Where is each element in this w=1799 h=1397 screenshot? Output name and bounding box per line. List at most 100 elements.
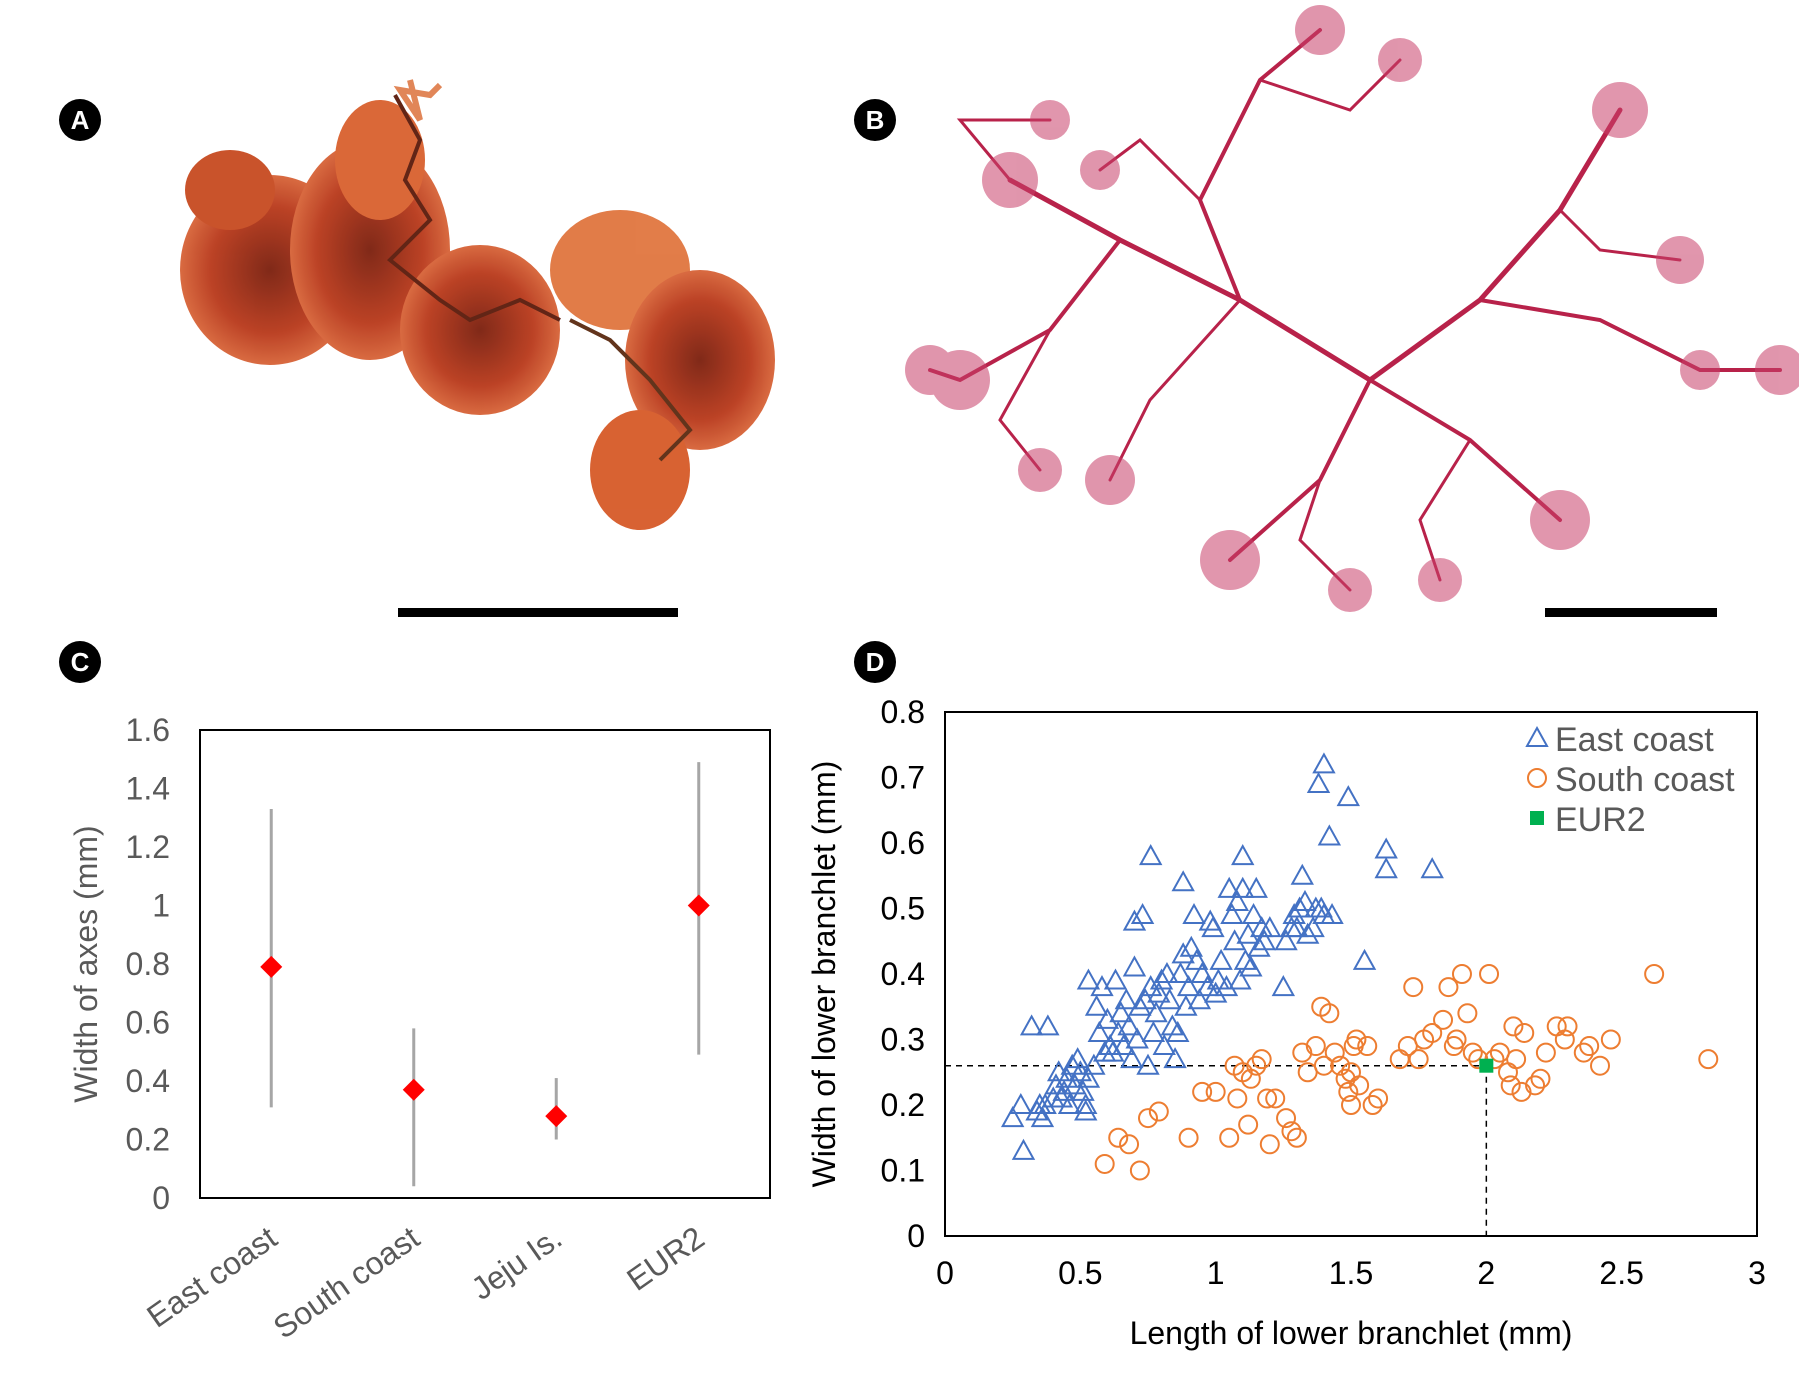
chart-d-point-circle [1219, 1127, 1240, 1148]
legend-marker-circle [1527, 768, 1547, 788]
chart-d-point-circle [1251, 1049, 1272, 1070]
chart-d-point-circle [1292, 1042, 1313, 1063]
chart-d-xtick-label: 3 [1748, 1255, 1766, 1291]
chart-d-ytick-label: 0.1 [881, 1153, 925, 1189]
scale-bar-b [1545, 608, 1717, 617]
chart-d-point-circle [1227, 1088, 1248, 1109]
chart-c-point [687, 894, 710, 917]
chart-d-point-circle [1500, 1075, 1521, 1096]
chart-c-ytick-label: 0.2 [126, 1122, 170, 1158]
panel-d-label: D [866, 647, 885, 677]
chart-d-point-triangle [1147, 981, 1171, 1003]
chart-d-point-triangle [1139, 975, 1163, 997]
chart-d-point-triangle [1074, 1092, 1098, 1114]
chart-d-point-triangle [1125, 1027, 1149, 1049]
chart-d-point-circle [1698, 1049, 1719, 1070]
chart-d-point-triangle [1076, 968, 1101, 990]
chart-d-point-circle [1446, 1029, 1467, 1050]
chart-d-point-triangle [1019, 1014, 1044, 1036]
chart-d-point-triangle [1117, 1014, 1141, 1036]
chart-c-point [402, 1078, 425, 1101]
panel-c-badge [59, 641, 101, 683]
chart-d-point-circle [1324, 1042, 1345, 1063]
chart-d-point-circle [1497, 1062, 1518, 1083]
chart-d-point-circle [1600, 1029, 1621, 1050]
chart-d-ytick-label: 0.3 [881, 1022, 925, 1058]
chart-d-point-triangle [1252, 929, 1277, 951]
chart-d-point-triangle [1106, 1020, 1130, 1042]
chart-d-point-circle [1546, 1016, 1567, 1037]
chart-c-ytick-label: 0 [152, 1180, 170, 1216]
chart-d-point-triangle [1000, 1106, 1025, 1128]
chart-d-point-triangle [1030, 1106, 1055, 1128]
chart-d-point-triangle [1306, 771, 1331, 794]
chart-d-point-triangle [1244, 876, 1268, 898]
chart-d-point-circle [1148, 1101, 1169, 1122]
chart-d-point-triangle [1293, 889, 1317, 911]
chart-c-category-label: EUR2 [620, 1219, 711, 1297]
panel-b-badge [854, 99, 896, 141]
chart-d-point-triangle [1352, 948, 1377, 970]
chart-d-point-triangle [1206, 968, 1231, 990]
chart-d-point-triangle [1011, 1138, 1036, 1160]
panel-b: B [854, 5, 1799, 617]
chart-d-point-circle [1535, 1042, 1556, 1063]
chart-d-point-circle [1330, 1055, 1351, 1076]
chart-d-point-triangle [1231, 844, 1255, 866]
chart-d-point-circle [1338, 1081, 1359, 1102]
chart-d-point-circle [1178, 1127, 1199, 1148]
chart-d-point-triangle [1320, 902, 1344, 925]
chart-d-point-triangle [1190, 961, 1214, 983]
chart-c-category-label: Jeju Is. [465, 1219, 569, 1307]
chart-d-point-triangle [1052, 1079, 1076, 1101]
chart-d-point-circle [1462, 1042, 1483, 1063]
chart-d-point-circle [1238, 1114, 1259, 1135]
chart-d-point-circle [1403, 977, 1424, 998]
chart-d-point-circle [1479, 964, 1500, 984]
chart-d-point-triangle [1060, 1053, 1084, 1075]
chart-d-point-circle [1319, 1003, 1340, 1024]
chart-d-point-circle [1094, 1153, 1115, 1174]
chart-d-point-triangle [1163, 1047, 1187, 1069]
panel-b-label: B [866, 105, 885, 135]
chart-d-point-circle [1503, 1016, 1524, 1037]
chart-d-point-circle [1246, 1055, 1267, 1076]
chart-d-point-triangle [1203, 981, 1228, 1003]
chart-d-point-triangle [1141, 1020, 1166, 1042]
chart-d-point-circle [1349, 1075, 1370, 1096]
chart-d-point-circle [1138, 1108, 1158, 1129]
chart-d-point-triangle [1171, 870, 1195, 892]
chart-d-point-circle [1457, 1003, 1478, 1024]
chart-d-point-circle [1313, 1055, 1334, 1076]
chart-d-point-triangle [1074, 1099, 1098, 1121]
chart-d-point-triangle [1149, 968, 1174, 990]
chart-d-point-triangle [1228, 968, 1252, 990]
chart-c-ylabel: Width of axes (mm) [68, 825, 104, 1102]
chart-d-point-triangle [1295, 922, 1320, 944]
chart-d-point-triangle [1420, 857, 1444, 879]
chart-d-point-circle [1119, 1134, 1140, 1155]
chart-c-point [545, 1105, 568, 1128]
chart-d-point-triangle [1076, 1066, 1101, 1088]
panel-d: D 0 0.1 0.2 0.3 0.4 0.5 0.6 0.7 0.8 0 0.5 1 1.5 2 2.5 3… [806, 641, 1766, 1351]
legend-label: South coast [1555, 761, 1735, 799]
chart-d-ytick-label: 0.6 [881, 825, 925, 861]
chart-d-point-triangle [1374, 857, 1398, 879]
chart-d-point-circle [1265, 1088, 1286, 1109]
chart-d-point-triangle [1171, 942, 1195, 964]
chart-d-point-circle [1259, 1134, 1280, 1155]
chart-d-point-circle [1530, 1068, 1551, 1089]
chart-d-ytick-label: 0.7 [881, 760, 925, 796]
chart-d-point-triangle [1236, 922, 1260, 944]
chart-d-point-circle [1368, 1088, 1389, 1109]
chart-d-xtick-label: 0 [936, 1255, 954, 1291]
chart-d-point-circle [1506, 1049, 1527, 1070]
chart-d-point-triangle [1209, 948, 1233, 970]
chart-d-point-triangle [1136, 1053, 1160, 1075]
seaweed-red-image [180, 79, 775, 530]
chart-d-xtick-label: 2.5 [1599, 1255, 1643, 1291]
chart-d-point-circle [1590, 1055, 1611, 1076]
chart-d-point-triangle [1036, 1014, 1060, 1036]
chart-d-point-circle [1335, 1068, 1356, 1089]
